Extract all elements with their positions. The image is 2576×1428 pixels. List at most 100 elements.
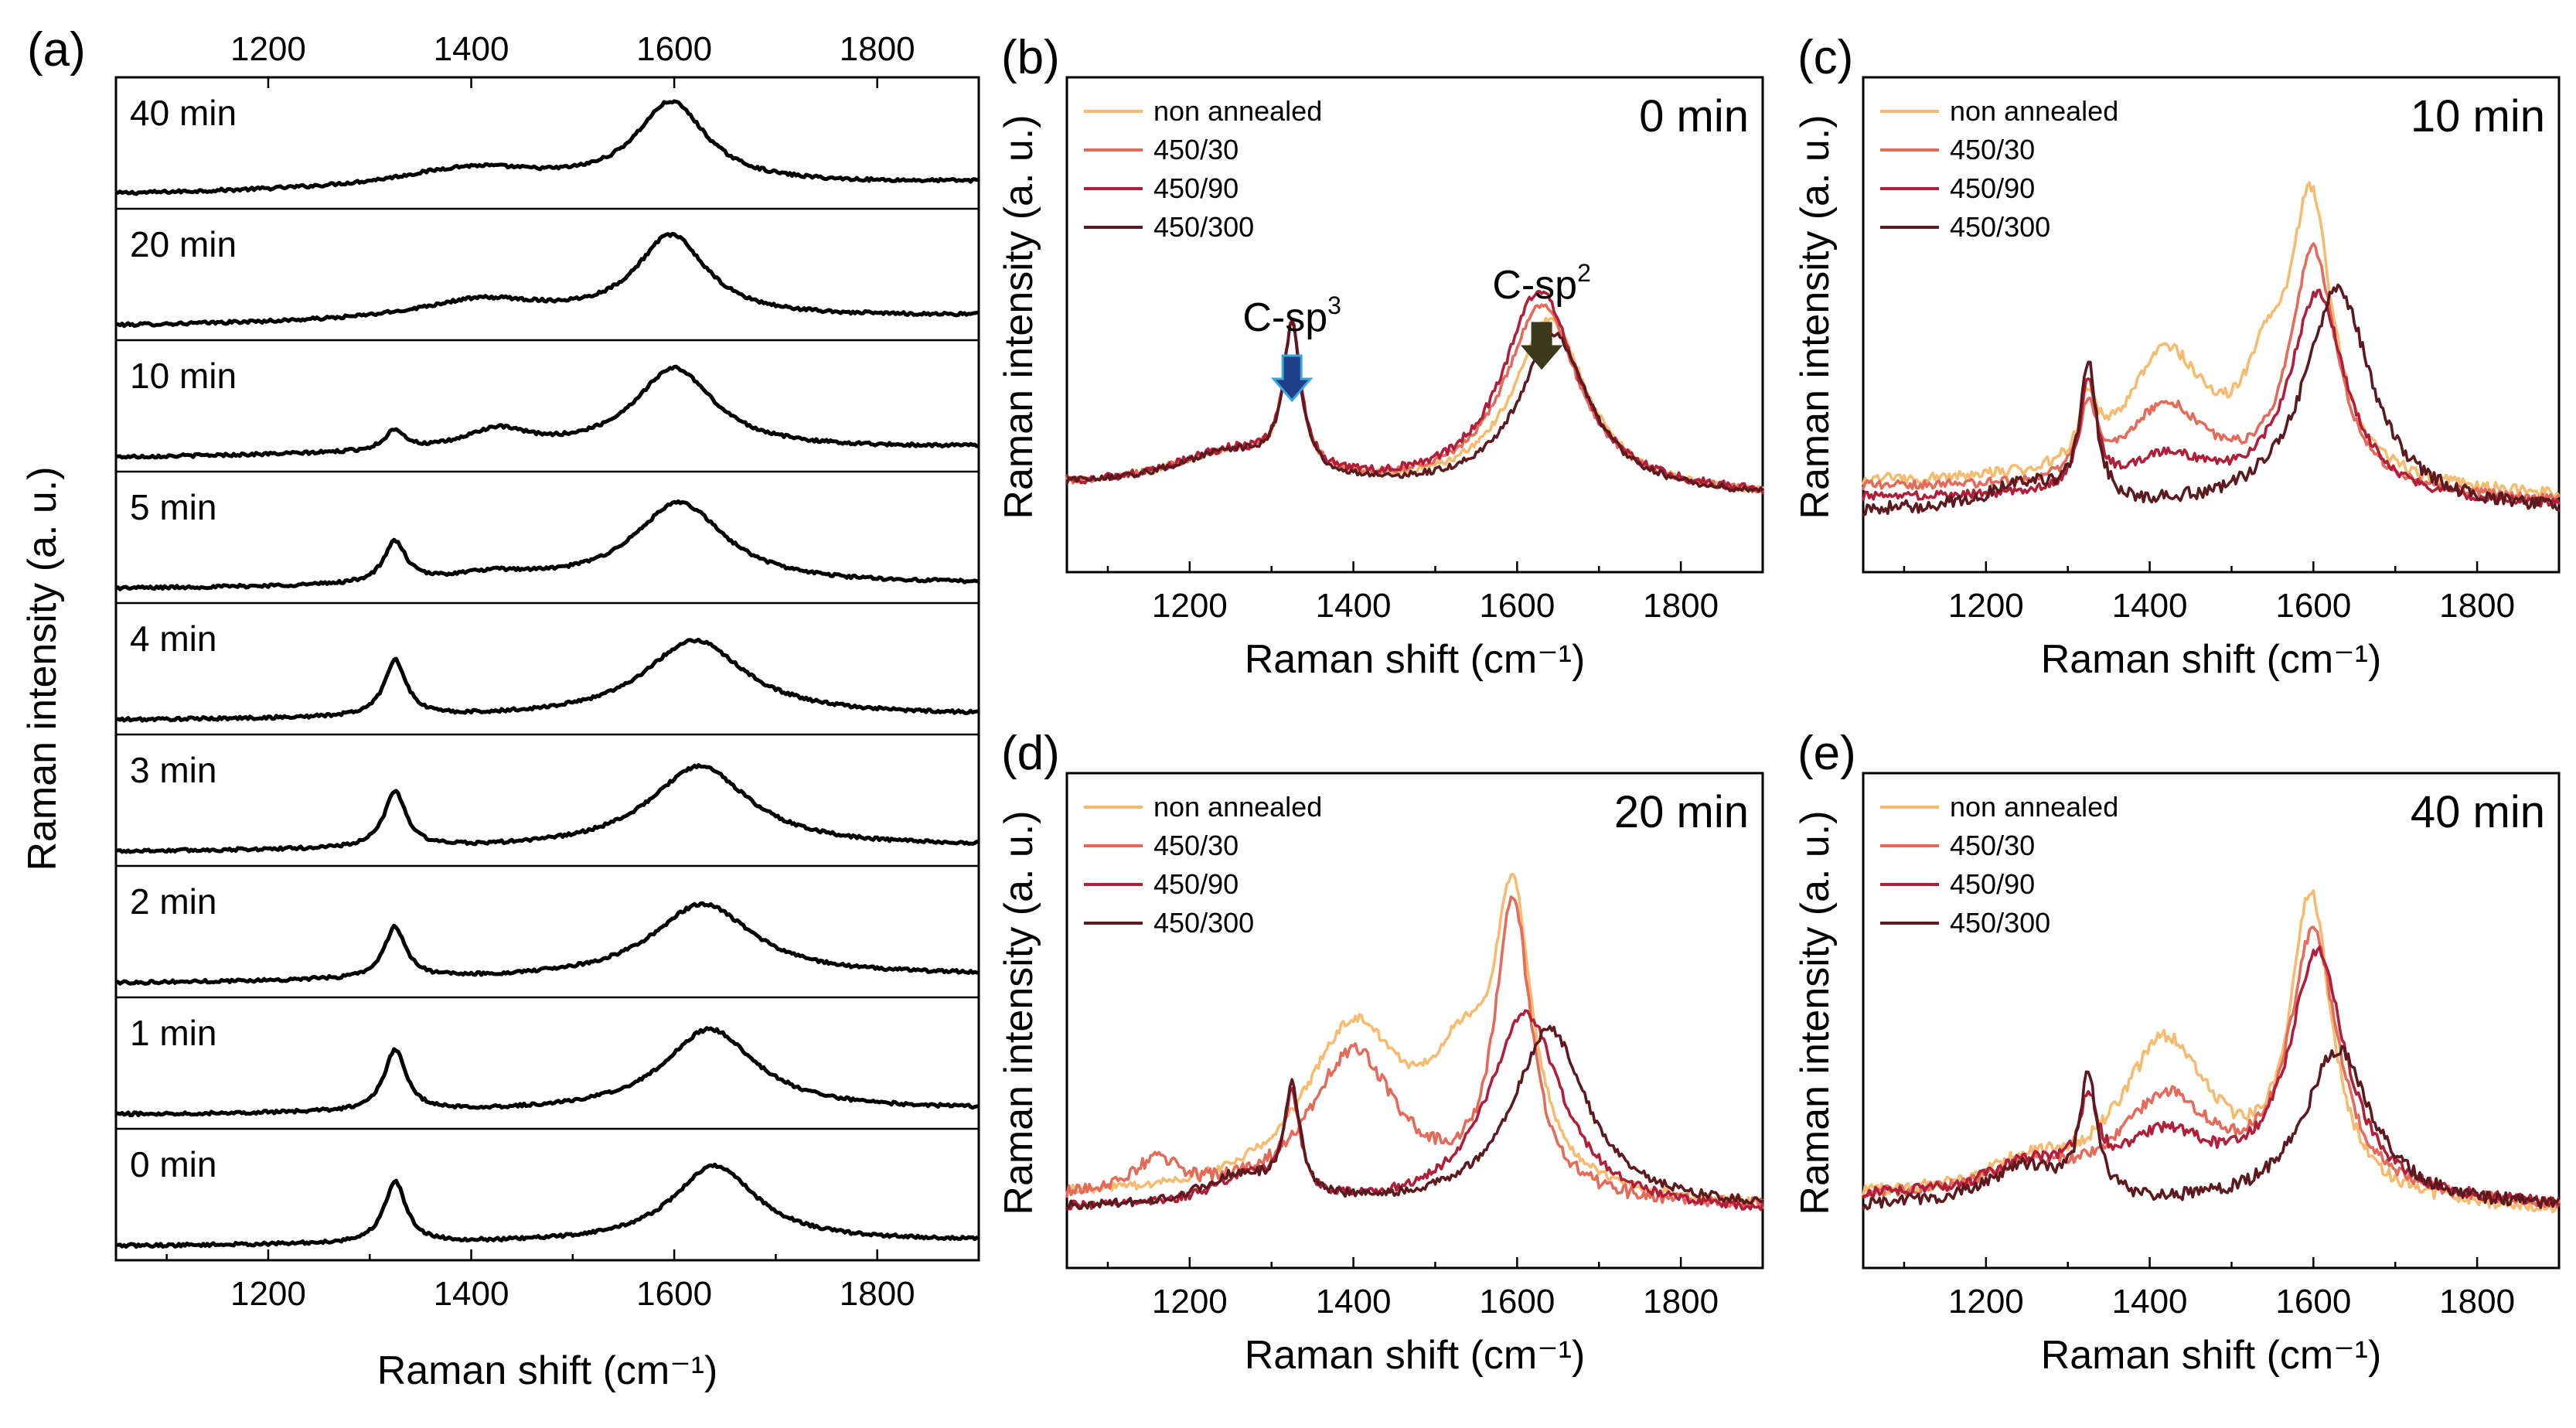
legend-label: 450/30: [1950, 134, 2035, 165]
legend-label: 450/300: [1153, 907, 1254, 939]
panel-label: (c): [1797, 31, 1853, 84]
stack-label: 1 min: [130, 1013, 216, 1053]
legend-label: 450/90: [1950, 868, 2035, 900]
time-label: 40 min: [2411, 787, 2545, 837]
stack-label: 5 min: [130, 487, 216, 527]
stack-label: 10 min: [130, 356, 237, 396]
x-tick-label: 1200: [1152, 587, 1228, 625]
top-x-tick-label: 1400: [434, 30, 509, 68]
annotation-label: C-sp3: [1242, 291, 1341, 340]
stack-label: 4 min: [130, 619, 216, 659]
spectrum-line: [116, 1162, 979, 1249]
x-tick-label: 1600: [1479, 587, 1555, 625]
x-tick-label: 1800: [2439, 1283, 2515, 1321]
sp2-arrow-icon: [1520, 322, 1563, 370]
stack-label: 40 min: [130, 93, 237, 133]
stack-label: 20 min: [130, 224, 237, 264]
series-line-450-300: [1065, 1024, 1764, 1211]
sp3-arrow-icon: [1270, 354, 1314, 403]
stack-label: 2 min: [130, 881, 216, 922]
legend-label: 450/30: [1950, 830, 2035, 861]
plot-frame: [1065, 772, 1764, 1270]
time-label: 10 min: [2411, 91, 2545, 141]
x-axis-label: Raman shift (cm⁻¹): [2041, 637, 2382, 682]
series-line-450-90: [1862, 946, 2561, 1208]
y-axis-label: Raman intensity (a. u.): [997, 810, 1041, 1215]
series-line-non-annealed: [1862, 889, 2561, 1214]
series-line-450-300: [1065, 320, 1764, 493]
series-line-450-30: [1862, 242, 2561, 503]
panels-layer: (a) 1200 1400 1600 1800 Raman shift (cm⁻¹) 120…: [20, 23, 2561, 1393]
x-tick-label: 1800: [840, 1275, 915, 1313]
legend-label: non annealed: [1950, 791, 2118, 823]
spectrum-line: [116, 499, 979, 591]
legend-label: non annealed: [1950, 95, 2118, 127]
y-axis-label: Raman intensity (a. u.): [997, 114, 1041, 519]
y-axis-label: Raman intensity (a. u.): [1793, 114, 1838, 519]
x-tick-label: 1600: [2275, 587, 2351, 625]
plot-frame: [114, 76, 980, 1262]
x-tick-label: 1800: [2439, 587, 2515, 625]
spectrum-line: [116, 637, 979, 723]
legend-label: non annealed: [1153, 95, 1322, 127]
chart-panel-d: (d) 1200 1400 1600 1800 Raman shift (cm⁻¹) Ram…: [997, 727, 1764, 1378]
legend-label: 450/300: [1950, 907, 2050, 939]
legend-label: 450/90: [1153, 172, 1239, 204]
x-tick-label: 1400: [1316, 587, 1392, 625]
panel-label: (b): [1001, 31, 1060, 84]
spectrum-line: [116, 1026, 979, 1118]
plot-frame: [1065, 76, 1764, 574]
legend-label: 450/30: [1153, 134, 1239, 165]
x-tick-label: 1200: [1948, 587, 2024, 625]
x-tick-label: 1200: [230, 1275, 306, 1313]
series-line-450-300: [1862, 283, 2561, 516]
x-tick-label: 1400: [434, 1275, 509, 1313]
legend-label: 450/30: [1153, 830, 1239, 861]
legend: non annealed 450/30 450/90 450/300: [1880, 95, 2118, 243]
time-label: 20 min: [1614, 787, 1749, 837]
legend: non annealed 450/30 450/90 450/300: [1084, 791, 1322, 939]
series-line-450-300: [1862, 1045, 2561, 1211]
stack-label: 0 min: [130, 1144, 216, 1184]
legend-label: non annealed: [1153, 791, 1322, 823]
x-tick-label: 1400: [2112, 587, 2188, 625]
y-axis-label: Raman intensity (a. u.): [1793, 810, 1838, 1215]
annotation-superscript: 3: [1327, 291, 1341, 319]
plot-frame: [1862, 772, 2561, 1270]
x-tick-label: 1600: [2275, 1283, 2351, 1321]
legend-label: 450/90: [1950, 172, 2035, 204]
spectrum-line: [116, 763, 979, 854]
top-x-tick-label: 1800: [840, 30, 915, 68]
x-axis-label: Raman shift (cm⁻¹): [2041, 1333, 2382, 1378]
series-line-450-90: [1065, 290, 1764, 495]
legend-label: 450/300: [1950, 211, 2050, 243]
series-line-450-30: [1065, 895, 1764, 1211]
spectrum-line: [116, 99, 979, 196]
spectrum-line: [116, 364, 979, 460]
x-tick-label: 1600: [636, 1275, 712, 1313]
top-x-tick-label: 1600: [636, 30, 712, 68]
legend: non annealed 450/30 450/90 450/300: [1084, 95, 1322, 243]
legend-label: 450/90: [1153, 868, 1239, 900]
plot-frame: [1862, 76, 2561, 574]
x-tick-label: 1600: [1479, 1283, 1555, 1321]
chart-panel-a: (a) 1200 1400 1600 1800 Raman shift (cm⁻¹) 120…: [20, 23, 980, 1393]
annotation-superscript: 2: [1577, 259, 1591, 287]
spectrum-line: [116, 232, 979, 329]
x-tick-label: 1800: [1643, 1283, 1719, 1321]
x-tick-label: 1200: [1152, 1283, 1228, 1321]
panel-label: (a): [27, 23, 86, 77]
spectrum-line: [116, 901, 979, 986]
series-line-non-annealed: [1862, 181, 2561, 499]
x-axis-label: Raman shift (cm⁻¹): [377, 1348, 718, 1393]
legend: non annealed 450/30 450/90 450/300: [1880, 791, 2118, 939]
series-line-450-30: [1862, 925, 2561, 1208]
x-tick-label: 1800: [1643, 587, 1719, 625]
x-tick-label: 1200: [1948, 1283, 2024, 1321]
annotation-label: C-sp2: [1492, 259, 1591, 308]
top-x-tick-label: 1200: [230, 30, 306, 68]
x-axis-label: Raman shift (cm⁻¹): [1245, 637, 1586, 682]
legend-label: 450/300: [1153, 211, 1254, 243]
stack-label: 3 min: [130, 750, 216, 790]
